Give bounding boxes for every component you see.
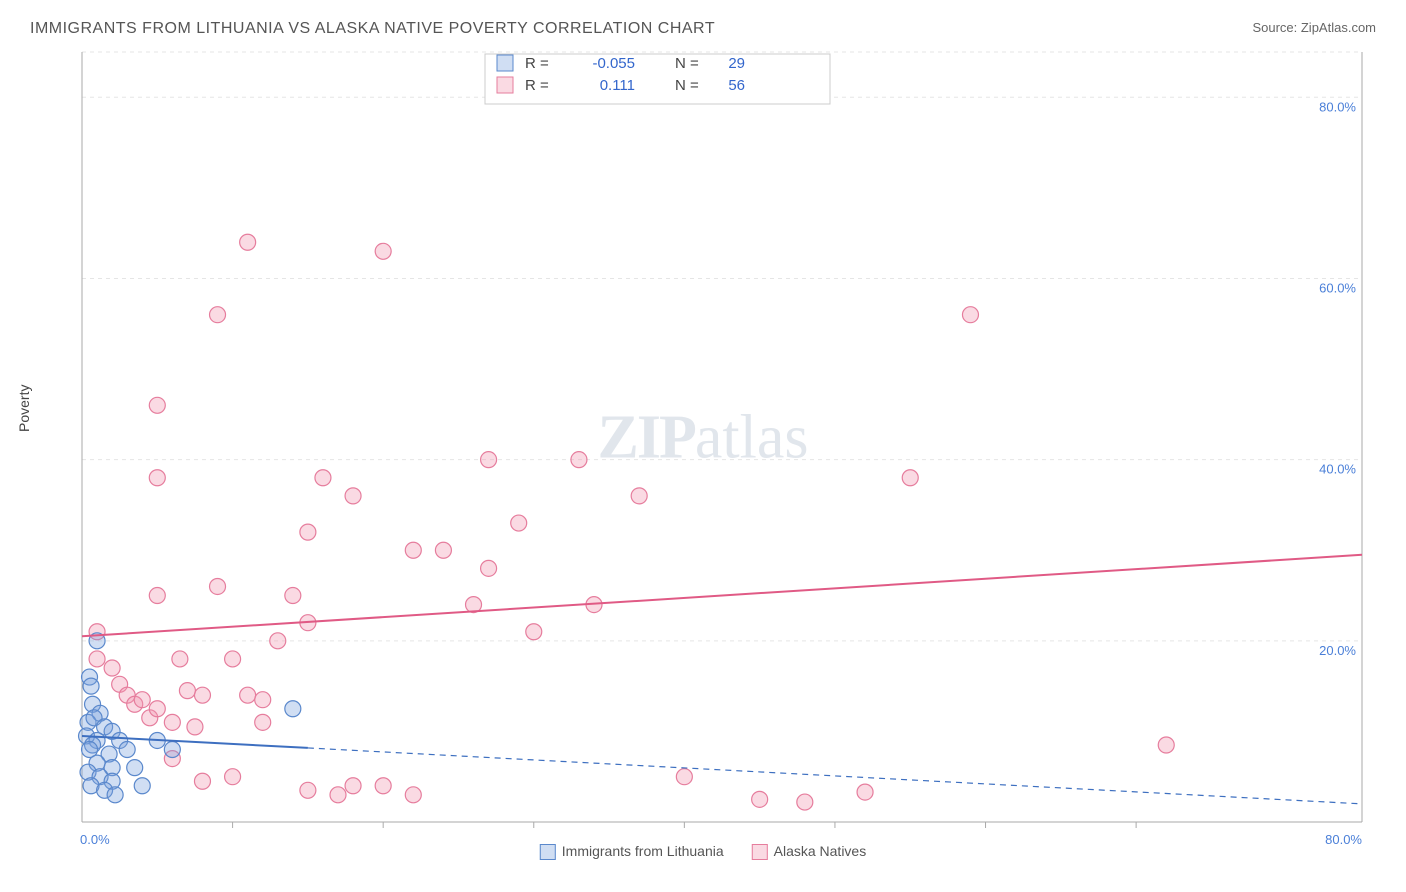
svg-text:0.111: 0.111: [600, 77, 635, 94]
svg-text:40.0%: 40.0%: [1319, 462, 1356, 477]
header: IMMIGRANTS FROM LITHUANIA VS ALASKA NATI…: [30, 20, 1376, 38]
svg-text:80.0%: 80.0%: [1325, 832, 1362, 847]
svg-text:80.0%: 80.0%: [1319, 99, 1356, 114]
legend-item: Alaska Natives: [752, 843, 867, 860]
svg-text:-0.055: -0.055: [592, 55, 635, 72]
source-label: Source: ZipAtlas.com: [1252, 20, 1376, 35]
svg-text:R =: R =: [525, 55, 549, 72]
svg-text:60.0%: 60.0%: [1319, 280, 1356, 295]
legend-label: Alaska Natives: [774, 843, 867, 859]
scatter-plot: 20.0% 40.0% 60.0% 80.0% 0.0% 80.0% R = -0.055 N …: [30, 44, 1382, 862]
bottom-legend: Immigrants from Lithuania Alaska Natives: [540, 843, 866, 860]
legend-item: Immigrants from Lithuania: [540, 843, 724, 860]
chart-area: Poverty 20.0%40.0%60.0%80.0%0.0%80.0%R =…: [30, 44, 1376, 864]
svg-text:0.0%: 0.0%: [80, 832, 110, 847]
svg-text:20.0%: 20.0%: [1319, 643, 1356, 658]
svg-text:N =: N =: [675, 77, 699, 94]
svg-text:29: 29: [728, 55, 745, 72]
svg-text:56: 56: [728, 77, 745, 94]
legend-swatch: [540, 844, 556, 860]
chart-title: IMMIGRANTS FROM LITHUANIA VS ALASKA NATI…: [30, 20, 715, 38]
svg-text:R =: R =: [525, 77, 549, 94]
legend-swatch: [752, 844, 768, 860]
legend-label: Immigrants from Lithuania: [562, 843, 724, 859]
svg-text:N =: N =: [675, 55, 699, 72]
